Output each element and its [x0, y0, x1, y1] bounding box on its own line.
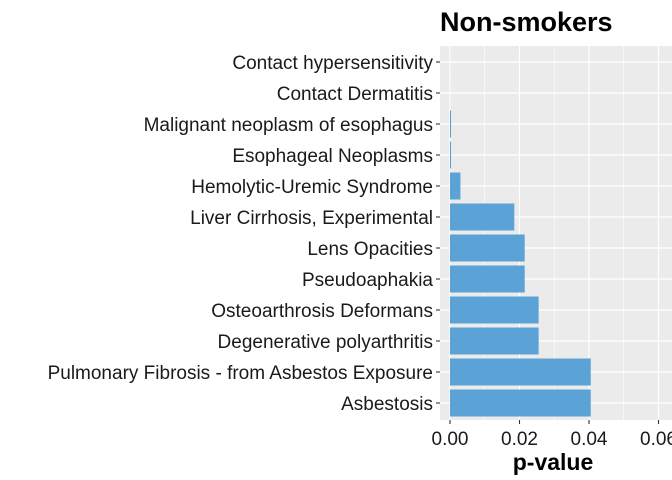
category-label: Hemolytic-Uremic Syndrome: [191, 177, 433, 198]
bar: [450, 172, 461, 200]
category-label: Pulmonary Fibrosis - from Asbestos Expos…: [48, 363, 433, 384]
bars: [450, 48, 591, 417]
category-label: Lens Opacities: [307, 239, 433, 260]
bar: [450, 265, 525, 293]
bar: [450, 203, 515, 231]
category-label: Contact hypersensitivity: [232, 53, 433, 74]
category-label: Asbestosis: [341, 394, 433, 415]
x-axis-title: p-value: [513, 449, 594, 475]
y-axis-labels: Asbestosis Pulmonary Fibrosis - from Asbe…: [48, 53, 440, 415]
x-axis-ticks: 0.00 0.02 0.04 0.06: [432, 420, 672, 450]
bar: [450, 327, 539, 355]
x-tick-label: 0.00: [432, 429, 469, 450]
x-tick-label: 0.06: [640, 429, 672, 450]
bar: [450, 358, 591, 386]
category-label: Contact Dermatitis: [277, 84, 433, 105]
category-label: Esophageal Neoplasms: [232, 146, 433, 167]
bar: [450, 141, 452, 169]
category-label: Osteoarthrosis Deformans: [211, 301, 433, 322]
x-tick-label: 0.04: [571, 429, 608, 450]
chart-title: Non-smokers: [440, 7, 613, 37]
category-label: Liver Cirrhosis, Experimental: [190, 208, 433, 229]
bar: [450, 110, 452, 138]
plot-panel: [440, 46, 672, 420]
bar: [450, 389, 591, 417]
bar: [450, 234, 525, 262]
category-label: Malignant neoplasm of esophagus: [144, 115, 433, 136]
x-tick-label: 0.02: [501, 429, 538, 450]
bar: [450, 296, 539, 324]
category-label: Degenerative polyarthritis: [218, 332, 433, 353]
category-label: Pseudoaphakia: [302, 270, 433, 291]
